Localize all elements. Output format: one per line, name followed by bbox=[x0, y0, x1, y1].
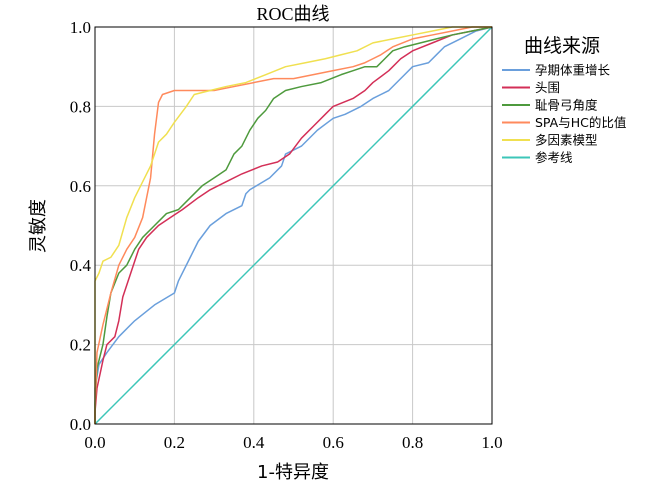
series-line-5 bbox=[94, 26, 493, 425]
chart-title: ROC曲线 bbox=[256, 4, 329, 24]
legend-label-0: 孕期体重增长 bbox=[535, 63, 611, 78]
x-axis-label: 1-特异度 bbox=[257, 462, 329, 483]
x-tick-label-4: 0.8 bbox=[402, 433, 423, 452]
legend-title: 曲线来源 bbox=[524, 35, 600, 57]
y-tick-labels: 0.0 0.2 0.4 0.6 0.8 1.0 bbox=[70, 18, 92, 434]
series-line-1 bbox=[94, 26, 493, 424]
series-layer bbox=[94, 26, 493, 425]
series-line-4 bbox=[94, 26, 492, 424]
x-tick-label-1: 0.2 bbox=[164, 433, 185, 452]
legend-label-5: 参考线 bbox=[535, 150, 573, 165]
x-tick-label-2: 0.4 bbox=[243, 433, 265, 452]
legend-label-2: 耻骨弓角度 bbox=[535, 98, 598, 113]
x-tick-label-5: 1.0 bbox=[481, 433, 502, 452]
series-line-3 bbox=[94, 26, 492, 424]
y-tick-label-1: 0.2 bbox=[70, 336, 91, 355]
x-tick-label-0: 0.0 bbox=[84, 433, 105, 452]
y-axis-label: 灵敏度 bbox=[28, 199, 49, 253]
legend-label-4: 多因素模型 bbox=[535, 133, 598, 148]
legend-label-1: 头围 bbox=[535, 80, 560, 95]
y-tick-label-2: 0.4 bbox=[70, 256, 92, 275]
x-tick-label-3: 0.6 bbox=[323, 433, 344, 452]
series-line-0 bbox=[94, 26, 493, 424]
y-tick-label-4: 0.8 bbox=[70, 97, 91, 116]
y-tick-label-0: 0.0 bbox=[70, 415, 91, 434]
series-line-2 bbox=[94, 26, 493, 424]
y-tick-label-3: 0.6 bbox=[70, 177, 91, 196]
legend-label-3: SPA与HC的比值 bbox=[535, 115, 626, 130]
y-tick-label-5: 1.0 bbox=[70, 18, 91, 37]
plot-frame bbox=[94, 26, 493, 425]
x-tick-labels: 0.0 0.2 0.4 0.6 0.8 1.0 bbox=[84, 433, 502, 452]
gridlines bbox=[95, 27, 492, 424]
